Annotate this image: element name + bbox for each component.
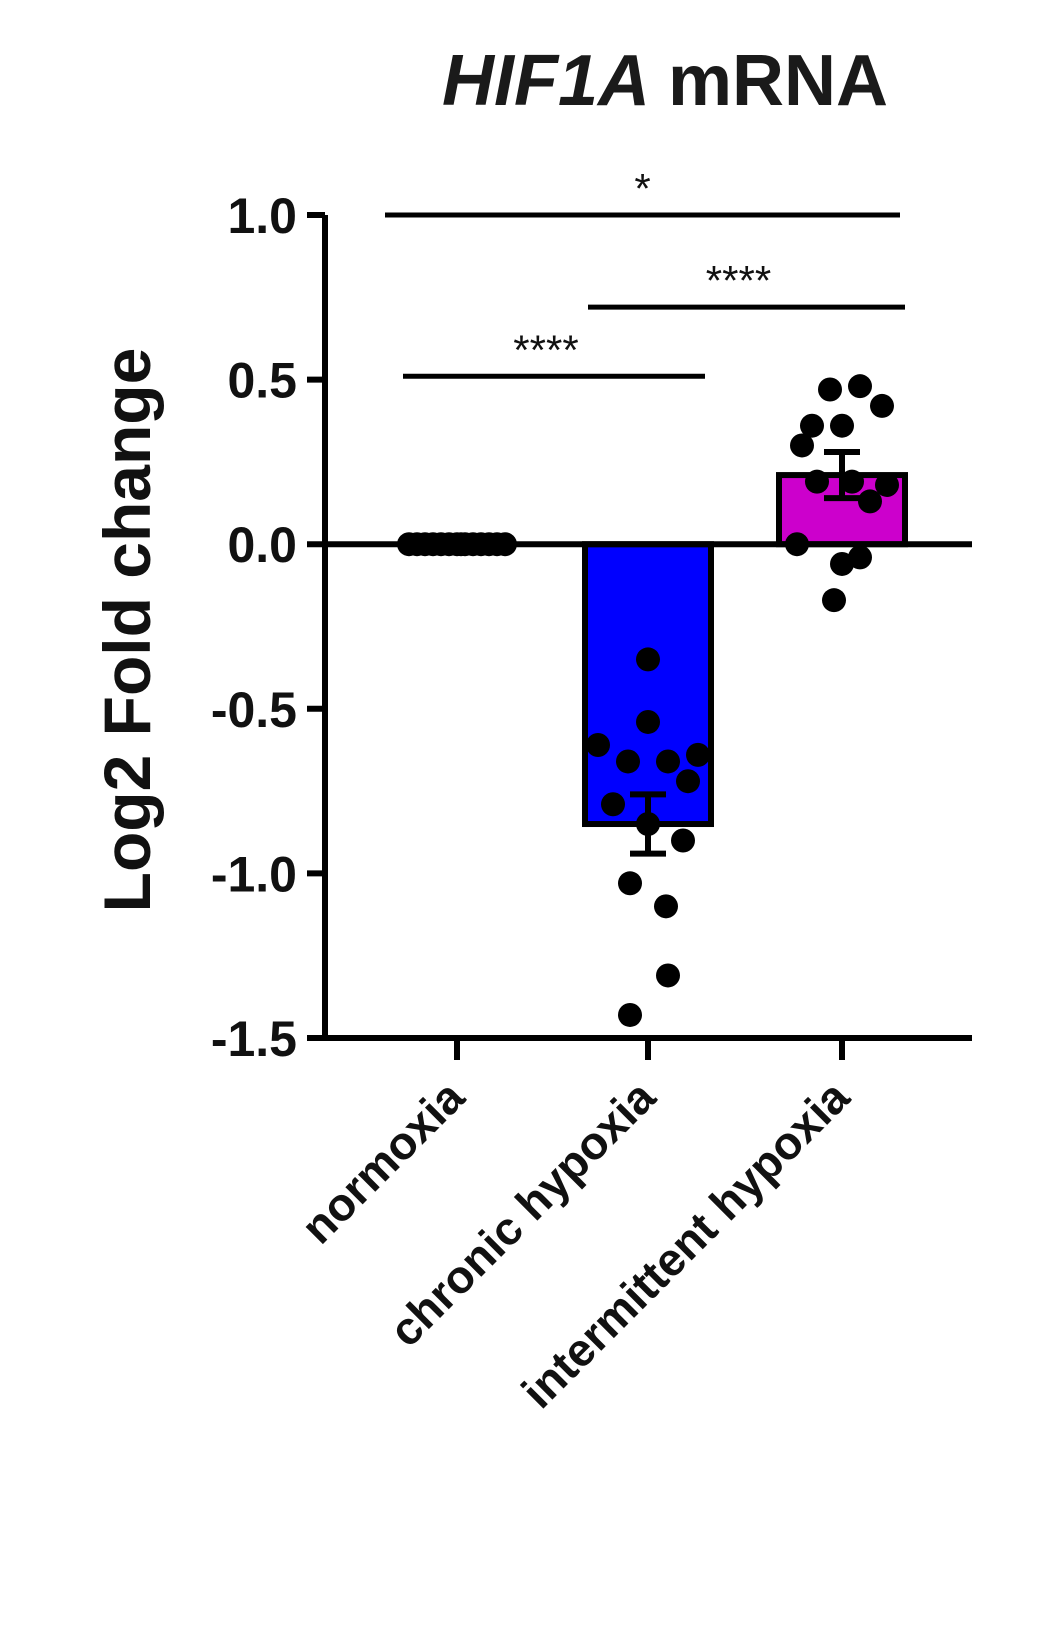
data-point	[586, 733, 610, 758]
data-point	[848, 374, 872, 399]
data-point	[790, 433, 814, 458]
data-point	[875, 472, 899, 497]
data-point	[636, 647, 660, 672]
data-point	[618, 871, 642, 896]
data-point	[800, 413, 824, 438]
chart-title: HIF1A mRNA	[442, 41, 888, 121]
data-point	[449, 532, 473, 557]
data-point	[686, 742, 710, 767]
x-tick-label: normoxia	[291, 1070, 474, 1253]
data-point	[848, 545, 872, 570]
data-point	[636, 709, 660, 734]
data-point	[636, 812, 660, 837]
data-point	[830, 413, 854, 438]
data-point	[671, 828, 695, 853]
data-point	[656, 963, 680, 988]
data-point	[822, 588, 846, 613]
chart-title-gene: HIF1A	[442, 41, 650, 121]
data-point	[785, 532, 809, 557]
y-tick-label: -0.5	[211, 682, 297, 738]
data-point	[870, 393, 894, 418]
data-point	[493, 532, 517, 557]
y-tick-label: -1.0	[211, 846, 297, 902]
data-point	[858, 489, 882, 514]
y-tick-label: 1.0	[227, 188, 297, 244]
data-point	[601, 792, 625, 817]
significance-label: ****	[706, 257, 771, 304]
data-point	[654, 894, 678, 919]
y-tick-label: 0.0	[227, 517, 297, 573]
data-point	[830, 551, 854, 576]
significance-label: ****	[513, 326, 578, 373]
data-point	[805, 469, 829, 494]
data-point	[676, 769, 700, 794]
x-tick-label: intermittent hypoxia	[511, 1070, 859, 1418]
chart-title-suffix: mRNA	[668, 41, 888, 121]
significance-label: *	[634, 165, 650, 212]
data-point	[656, 749, 680, 774]
data-point	[840, 469, 864, 494]
data-point	[618, 1002, 642, 1027]
y-axis-label: Log2 Fold change	[90, 348, 164, 913]
y-tick-label: 0.5	[227, 353, 297, 409]
data-point	[818, 377, 842, 402]
y-tick-label: -1.5	[211, 1011, 297, 1067]
data-point	[616, 749, 640, 774]
